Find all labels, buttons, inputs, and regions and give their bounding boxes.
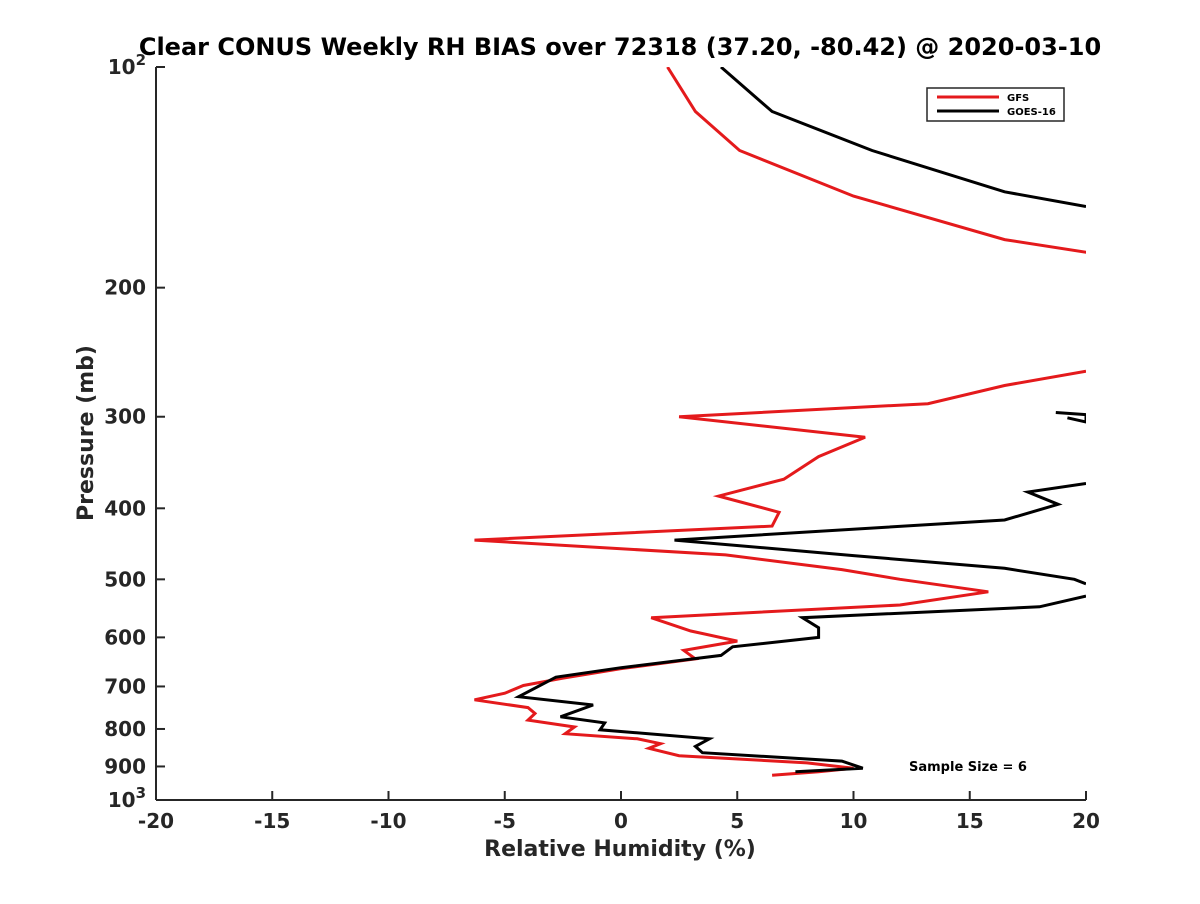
y-axis-label: Pressure (mb) xyxy=(74,345,99,521)
x-tick-label: 20 xyxy=(1072,809,1100,833)
y-tick-label: 800 xyxy=(104,717,146,741)
legend-box xyxy=(926,87,1065,122)
y-tick-label: 900 xyxy=(104,754,146,778)
y-tick-label: 500 xyxy=(104,567,146,591)
y-tick-label: 103 xyxy=(108,784,146,812)
chart-title: Clear CONUS Weekly RH BIAS over 72318 (3… xyxy=(139,33,1101,61)
series-layer xyxy=(474,67,1086,777)
y-tick-label: 400 xyxy=(104,496,146,520)
x-tick-label: -20 xyxy=(138,809,174,833)
x-tick-label: 0 xyxy=(614,809,628,833)
legend: GFS GOES-16 xyxy=(926,87,1065,122)
x-tick-label: -5 xyxy=(494,809,516,833)
series-line-gfs xyxy=(474,67,1086,777)
series-line-goes-16 xyxy=(513,67,1086,774)
legend-label-gfs: GFS xyxy=(1007,93,1029,104)
x-tick-label: 15 xyxy=(956,809,984,833)
x-axis-label: Relative Humidity (%) xyxy=(484,837,756,862)
legend-label-goes-16: GOES-16 xyxy=(1007,107,1056,118)
x-tick-label: -10 xyxy=(370,809,406,833)
y-tick-label: 600 xyxy=(104,625,146,649)
x-tick-label: -15 xyxy=(254,809,290,833)
x-tick-label: 10 xyxy=(840,809,868,833)
sample-size-annotation: Sample Size = 6 xyxy=(909,760,1027,775)
y-tick-label: 300 xyxy=(104,405,146,429)
y-tick-label: 200 xyxy=(104,276,146,300)
y-tick-label: 700 xyxy=(104,674,146,698)
x-tick-label: 5 xyxy=(730,809,744,833)
axes-layer: -20 -15 -10 -5 0 5 10 15 20 102 200 300 400 500 600 700… xyxy=(104,51,1100,833)
y-tick-label: 102 xyxy=(108,51,146,79)
